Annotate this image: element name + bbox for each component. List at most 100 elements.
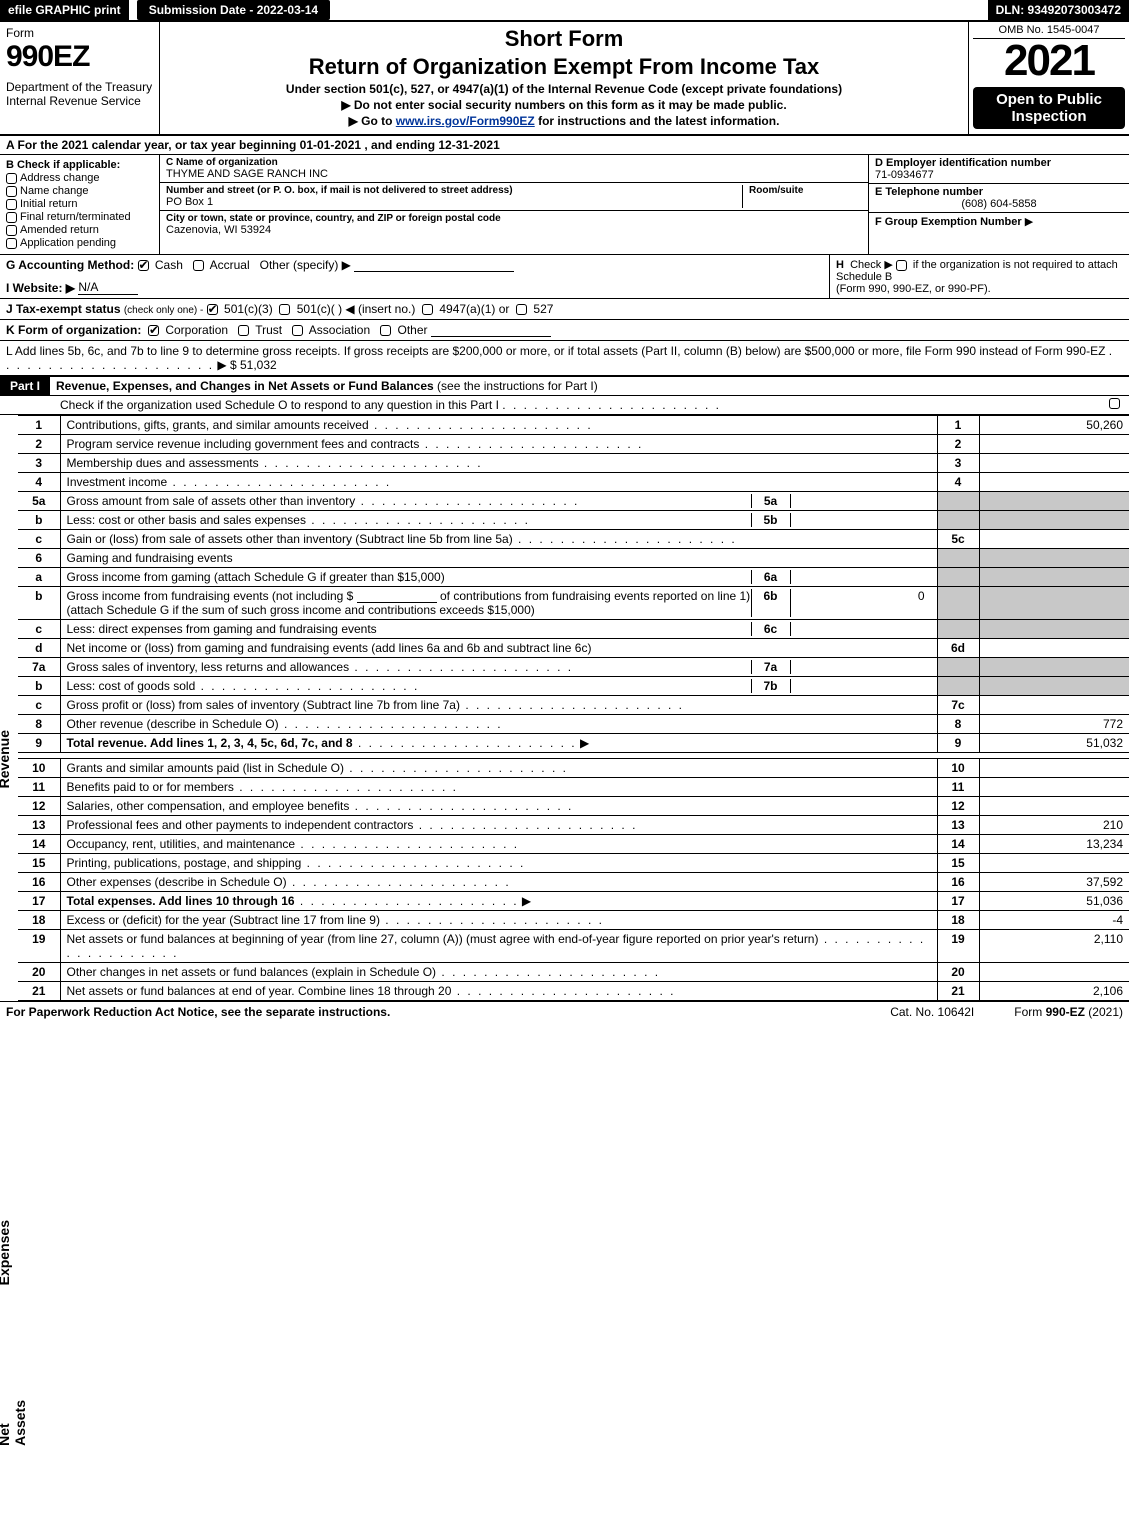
line-11-row: 11 Benefits paid to or for members 11 (18, 778, 1129, 797)
other-org-field[interactable] (431, 336, 551, 337)
line-16-row: 16 Other expenses (describe in Schedule … (18, 873, 1129, 892)
chk-4947a1[interactable] (422, 304, 433, 315)
line-9-desc: Total revenue. Add lines 1, 2, 3, 4, 5c,… (67, 736, 353, 750)
line-11-num: 11 (18, 778, 60, 797)
chk-501c[interactable] (279, 304, 290, 315)
line-1-amount: 50,260 (979, 416, 1129, 435)
chk-name-change[interactable]: Name change (6, 185, 153, 197)
chk-final-return[interactable]: Final return/terminated (6, 211, 153, 223)
city-value: Cazenovia, WI 53924 (166, 224, 862, 236)
line-5c-amount (979, 530, 1129, 549)
line-15-amount (979, 854, 1129, 873)
line-17-ref: 17 (937, 892, 979, 911)
line-6b-sublabel: 6b (751, 589, 791, 617)
accounting-method-label: G Accounting Method: (6, 258, 134, 272)
line-3-desc: Membership dues and assessments (67, 456, 259, 470)
accrual-label: Accrual (210, 258, 250, 272)
line-6d-amount (979, 639, 1129, 658)
chk-initial-return[interactable]: Initial return (6, 198, 153, 210)
line-11-amount (979, 778, 1129, 797)
line-6a-num: a (18, 568, 60, 587)
arrow-icon: ▶ (1025, 216, 1033, 228)
city-label: City or town, state or province, country… (166, 213, 862, 224)
line-7b-num: b (18, 677, 60, 696)
trust-label: Trust (255, 323, 282, 337)
header-right: OMB No. 1545-0047 2021 Open to Public In… (969, 22, 1129, 134)
chk-amended-return[interactable]: Amended return (6, 224, 153, 236)
chk-501c3[interactable] (207, 304, 218, 315)
line-10-amount (979, 759, 1129, 778)
line-5b-amount (979, 511, 1129, 530)
line-6a-row: a Gross income from gaming (attach Sched… (18, 568, 1129, 587)
line-6b-num: b (18, 587, 60, 620)
chk-trust[interactable] (238, 325, 249, 336)
line-15-ref: 15 (937, 854, 979, 873)
line-l-value: 51,032 (240, 358, 277, 372)
line-7b-amount (979, 677, 1129, 696)
line-6c-row: c Less: direct expenses from gaming and … (18, 620, 1129, 639)
line-7a-desc: Gross sales of inventory, less returns a… (67, 660, 350, 674)
chk-association[interactable] (292, 325, 303, 336)
line-6-row: 6 Gaming and fundraising events (18, 549, 1129, 568)
association-label: Association (309, 323, 370, 337)
chk-schedule-o[interactable] (1109, 398, 1120, 409)
line-5a-subvalue (791, 494, 931, 508)
line-17-desc: Total expenses. Add lines 10 through 16 (67, 894, 295, 908)
form-footer-label: Form 990-EZ (2021) (1014, 1005, 1123, 1019)
line-13-ref: 13 (937, 816, 979, 835)
side-label-revenue: Revenue (0, 730, 12, 788)
line-17-num: 17 (18, 892, 60, 911)
line-5a-amount (979, 492, 1129, 511)
submission-date: Submission Date - 2022-03-14 (137, 0, 330, 20)
line-7b-sublabel: 7b (751, 679, 791, 693)
line-l-text: L Add lines 5b, 6c, and 7b to line 9 to … (6, 344, 1105, 358)
ein-label: D Employer identification number (875, 157, 1123, 169)
line-6c-amount (979, 620, 1129, 639)
line-6c-subvalue (791, 622, 931, 636)
line-13-num: 13 (18, 816, 60, 835)
line-20-row: 20 Other changes in net assets or fund b… (18, 963, 1129, 982)
room-suite-label: Room/suite (749, 185, 862, 196)
line-2-ref: 2 (937, 435, 979, 454)
line-6a-desc: Gross income from gaming (attach Schedul… (67, 570, 445, 584)
line-5c-desc: Gain or (loss) from sale of assets other… (67, 532, 513, 546)
line-3-num: 3 (18, 454, 60, 473)
line-18-row: 18 Excess or (deficit) for the year (Sub… (18, 911, 1129, 930)
section-bcdef: B Check if applicable: Address change Na… (0, 155, 1129, 255)
line-5a-row: 5a Gross amount from sale of assets othe… (18, 492, 1129, 511)
goto-prefix: ▶ Go to (349, 114, 396, 128)
line-15-desc: Printing, publications, postage, and shi… (67, 856, 302, 870)
chk-527[interactable] (516, 304, 527, 315)
tax-exempt-label: J Tax-exempt status (6, 302, 121, 316)
line-11-ref: 11 (937, 778, 979, 797)
line-9-ref: 9 (937, 734, 979, 753)
line-12-ref: 12 (937, 797, 979, 816)
chk-cash[interactable] (138, 260, 149, 271)
line-9-amount: 51,032 (979, 734, 1129, 753)
line-20-amount (979, 963, 1129, 982)
chk-address-change[interactable]: Address change (6, 172, 153, 184)
line-16-desc: Other expenses (describe in Schedule O) (67, 875, 287, 889)
other-specify-field[interactable] (354, 271, 514, 272)
website-value: N/A (78, 280, 138, 295)
line-7a-ref (937, 658, 979, 677)
chk-corporation[interactable] (148, 325, 159, 336)
line-16-amount: 37,592 (979, 873, 1129, 892)
line-8-amount: 772 (979, 715, 1129, 734)
title-short-form: Short Form (168, 26, 960, 52)
501c-label: 501(c)( ) (297, 302, 342, 316)
line-3-ref: 3 (937, 454, 979, 473)
chk-application-pending[interactable]: Application pending (6, 237, 153, 249)
line-18-ref: 18 (937, 911, 979, 930)
line-20-desc: Other changes in net assets or fund bala… (67, 965, 437, 979)
chk-accrual[interactable] (193, 260, 204, 271)
chk-other-org[interactable] (380, 325, 391, 336)
line-2-amount (979, 435, 1129, 454)
efile-label[interactable]: efile GRAPHIC print (0, 0, 129, 20)
irs-link[interactable]: www.irs.gov/Form990EZ (396, 114, 535, 128)
chk-schedule-b[interactable] (896, 260, 907, 271)
line-7c-desc: Gross profit or (loss) from sales of inv… (67, 698, 460, 712)
line-20-ref: 20 (937, 963, 979, 982)
department-label: Department of the Treasury Internal Reve… (6, 80, 153, 108)
line-7c-ref: 7c (937, 696, 979, 715)
